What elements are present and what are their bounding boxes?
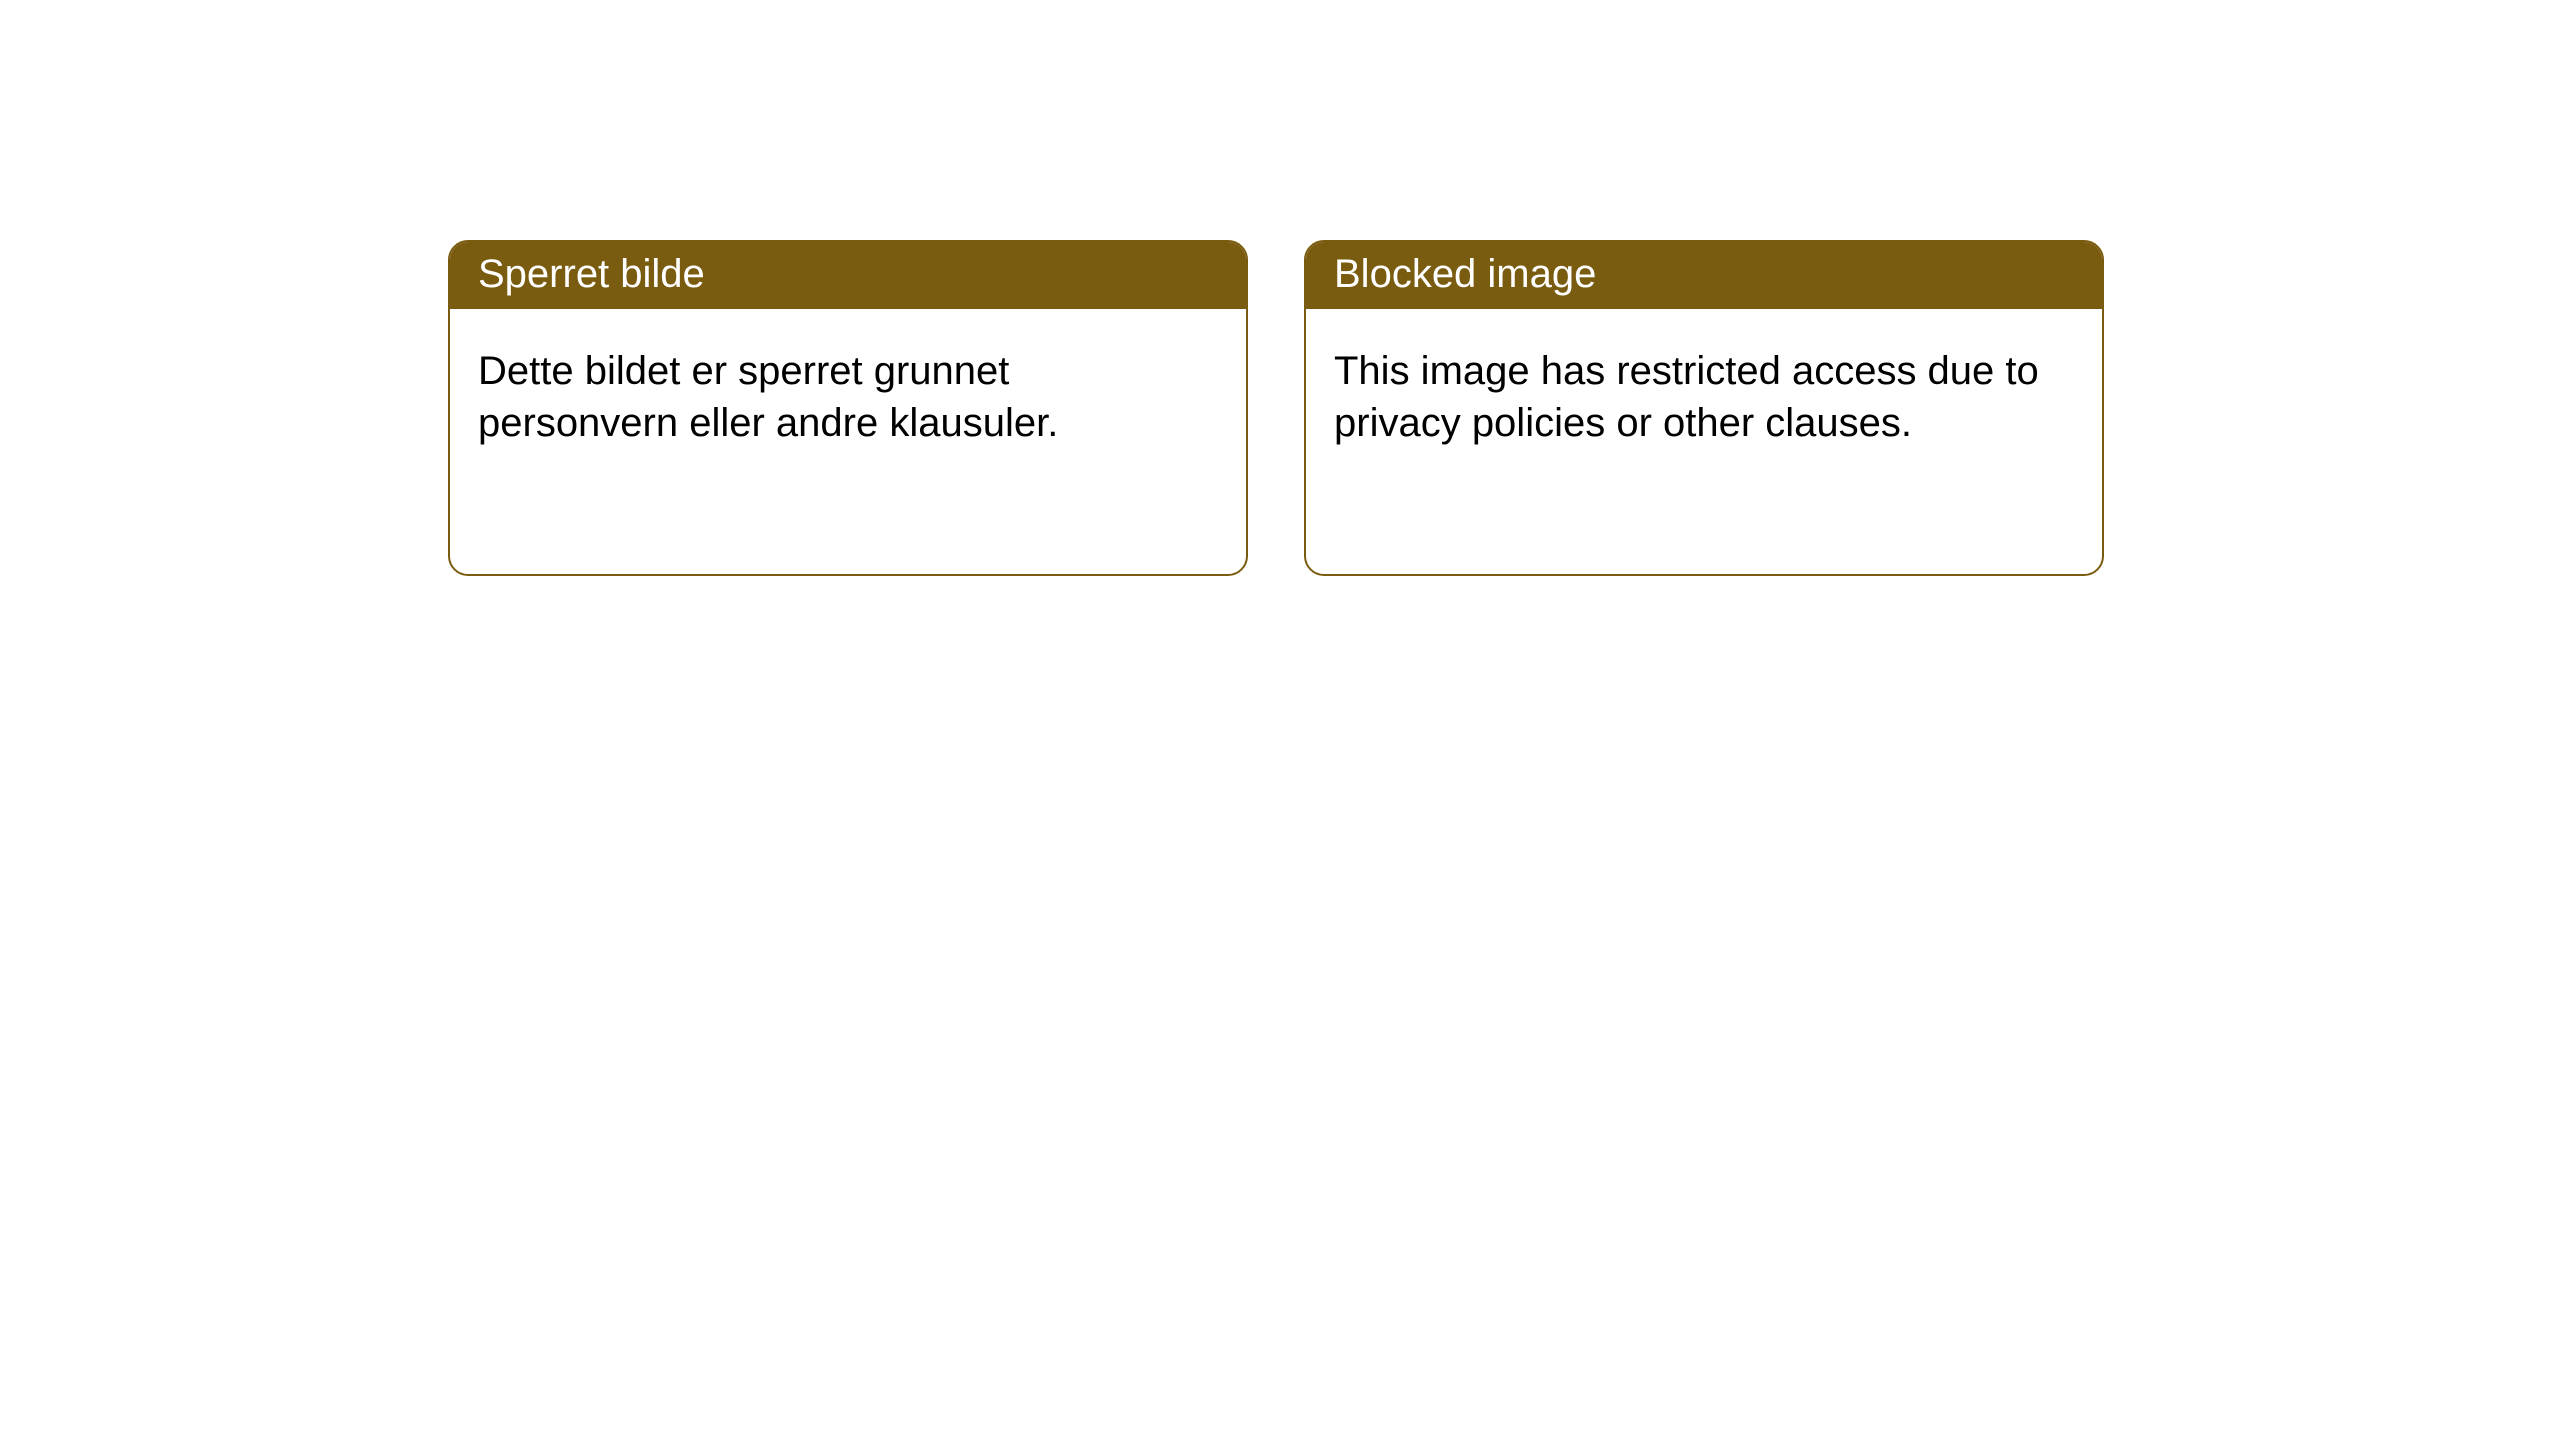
notice-container: Sperret bilde Dette bildet er sperret gr… (448, 240, 2104, 576)
notice-title-norwegian: Sperret bilde (450, 242, 1246, 309)
notice-title-english: Blocked image (1306, 242, 2102, 309)
notice-body-norwegian: Dette bildet er sperret grunnet personve… (450, 309, 1246, 485)
notice-body-english: This image has restricted access due to … (1306, 309, 2102, 485)
notice-card-norwegian: Sperret bilde Dette bildet er sperret gr… (448, 240, 1248, 576)
notice-card-english: Blocked image This image has restricted … (1304, 240, 2104, 576)
